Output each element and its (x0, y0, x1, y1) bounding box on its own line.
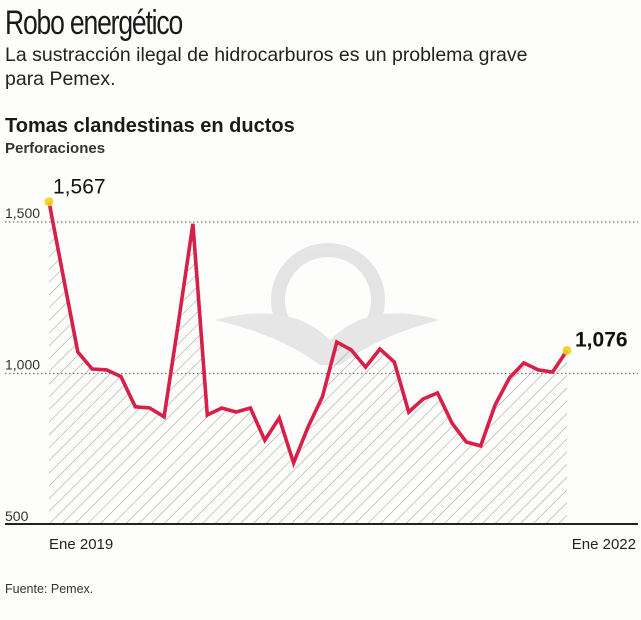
source-note: Fuente: Pemex. (5, 582, 94, 596)
headline: Robo energético (5, 4, 183, 42)
hatched-area (49, 201, 567, 524)
subheadline: La sustracción ilegal de hidrocarburos e… (5, 44, 528, 90)
data-label: 1,567 (53, 176, 106, 199)
y-tick-label: 1,000 (5, 357, 40, 373)
chart-title: Tomas clandestinas en ductos (5, 115, 295, 137)
highlight-marker (44, 197, 54, 207)
pemex-logo-watermark-icon (215, 243, 440, 365)
x-end-label: Ene 2022 (572, 536, 636, 553)
y-tick-label: 500 (5, 508, 29, 524)
x-start-label: Ene 2019 (49, 536, 113, 553)
chart-units: Perforaciones (5, 140, 106, 157)
data-line (47, 201, 569, 469)
highlight-marker (562, 345, 572, 355)
y-tick-label: 1,500 (5, 205, 40, 221)
data-label: 1,076 (575, 328, 628, 351)
